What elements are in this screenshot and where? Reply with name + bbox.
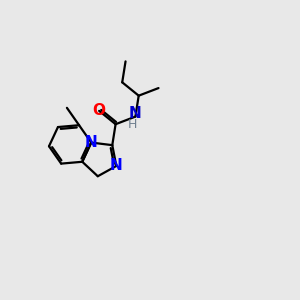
Text: N: N xyxy=(85,135,98,150)
Text: O: O xyxy=(93,103,106,118)
Text: H: H xyxy=(128,118,137,131)
Text: N: N xyxy=(110,158,123,173)
Text: N: N xyxy=(129,106,142,121)
